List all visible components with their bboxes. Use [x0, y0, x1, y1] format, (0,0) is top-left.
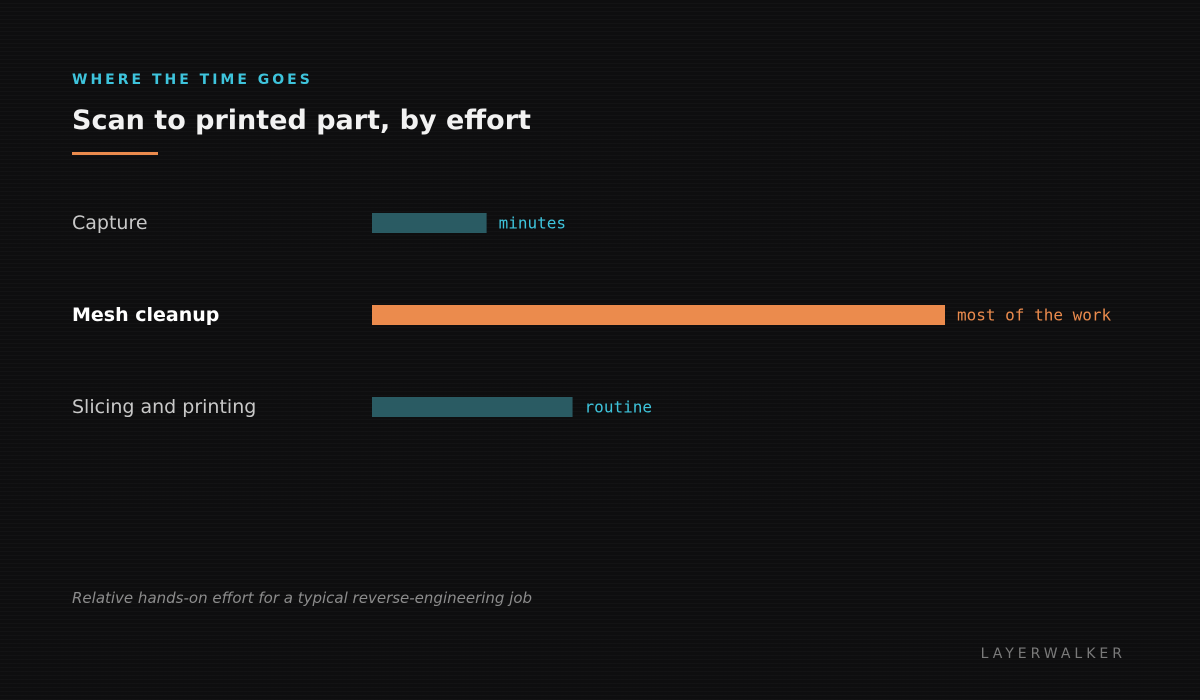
- category-label: Slicing and printing: [72, 396, 256, 418]
- bar-value-label: most of the work: [957, 306, 1111, 325]
- chart-title: Scan to printed part, by effort: [72, 105, 531, 136]
- category-label: Mesh cleanup: [72, 304, 219, 326]
- chart-kicker: WHERE THE TIME GOES: [72, 72, 313, 88]
- bar: [372, 397, 573, 417]
- chart-caption: Relative hands-on effort for a typical r…: [72, 589, 533, 607]
- brand-wordmark: LAYERWALKER: [980, 646, 1126, 662]
- bar: [372, 305, 945, 325]
- bar-value-label: routine: [585, 398, 652, 417]
- bar: [372, 213, 487, 233]
- title-underline: [72, 152, 158, 155]
- category-label: Capture: [72, 212, 148, 234]
- bar-value-label: minutes: [499, 214, 566, 233]
